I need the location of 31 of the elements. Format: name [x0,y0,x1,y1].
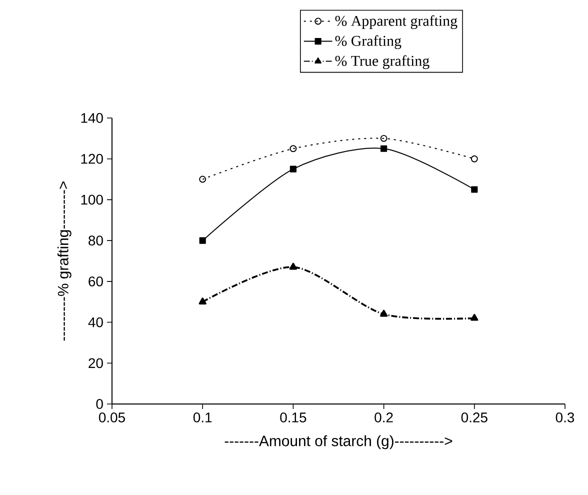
point [380,145,388,152]
y-tick-label: 120 [81,154,103,164]
point [380,134,388,142]
point [198,298,206,304]
x-tick-label: 0.05 [98,412,125,422]
legend-label: % Apparent grafting [335,15,458,30]
legend-label: % True grafting [335,55,430,70]
point [199,176,206,183]
y-tick-label: 0 [96,399,103,409]
point [290,145,297,152]
x-tick-label: 0.15 [280,412,306,422]
point [290,166,296,172]
y-tick-label: 40 [88,317,103,328]
y-tick-label: 140 [81,113,103,123]
y-tick-label: 60 [88,276,103,286]
x-tick-label: 0.3 [556,412,574,422]
x-tick-label: 0.2 [374,412,393,422]
point [380,310,388,317]
y-tick-label: 20 [88,358,103,368]
x-axis-title: -------Amount of starch (g)----------> [224,435,452,450]
point [470,314,478,321]
legend-label: % Grafting [335,35,402,50]
y-tick-label: 80 [88,236,103,246]
y-tick-label: 100 [81,194,103,205]
point [199,237,206,244]
x-tick-label: 0.25 [461,412,488,422]
point [470,155,478,162]
x-tick-label: 0.1 [193,412,212,422]
y-axis-title: ---------% grafting--------> [57,181,72,341]
point [289,262,298,270]
point [471,186,478,193]
